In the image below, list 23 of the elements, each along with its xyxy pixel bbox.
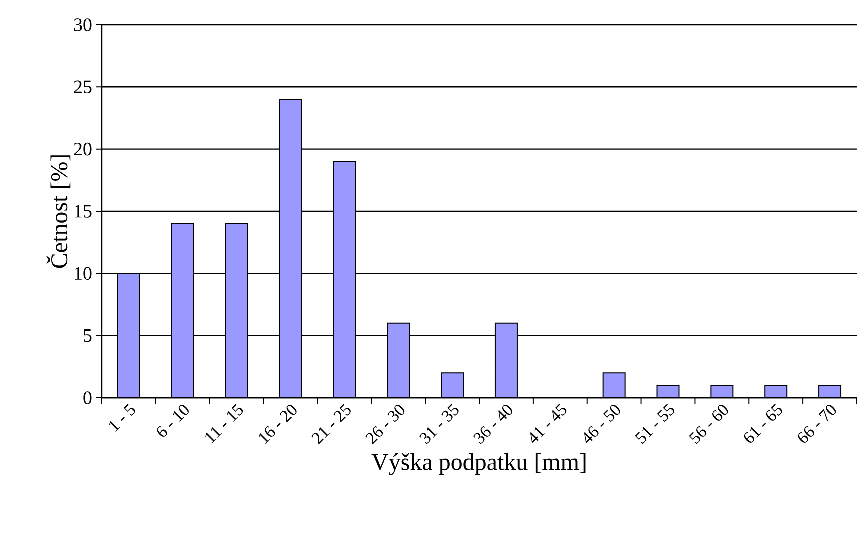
y-tick-label: 10 <box>75 267 92 280</box>
x-tick-label: 1 - 5 <box>109 404 136 432</box>
x-tick-label: 66 - 70 <box>798 405 836 443</box>
x-tick-label: 21 - 25 <box>312 404 351 444</box>
y-tick-label: 25 <box>74 80 92 94</box>
y-tick-label: 20 <box>74 142 92 156</box>
y-tick-label: 5 <box>84 330 92 342</box>
y-tick-label: 0 <box>84 392 92 404</box>
x-axis-title: Výška podpatku [mm] <box>372 453 586 476</box>
y-tick-label: 15 <box>75 205 92 218</box>
y-axis-title: Četnost [%] <box>46 156 71 268</box>
x-tick-label: 16 - 20 <box>259 405 297 444</box>
x-tick-label: 46 - 50 <box>584 405 620 444</box>
x-tick-label: 31 - 35 <box>420 404 459 444</box>
x-tick-label: 11 - 15 <box>206 404 244 444</box>
x-tick-label: 61 - 65 <box>744 404 782 443</box>
x-tick-label: 51 - 55 <box>635 404 674 444</box>
x-tick-label: 36 - 40 <box>474 405 513 444</box>
x-tick-label: 56 - 60 <box>689 405 728 444</box>
y-tick-label: 30 <box>74 18 92 32</box>
x-tick-label: 41 - 45 <box>530 404 567 444</box>
x-tick-label: 26 - 30 <box>366 405 405 444</box>
x-tick-label: 6 - 10 <box>157 405 189 437</box>
